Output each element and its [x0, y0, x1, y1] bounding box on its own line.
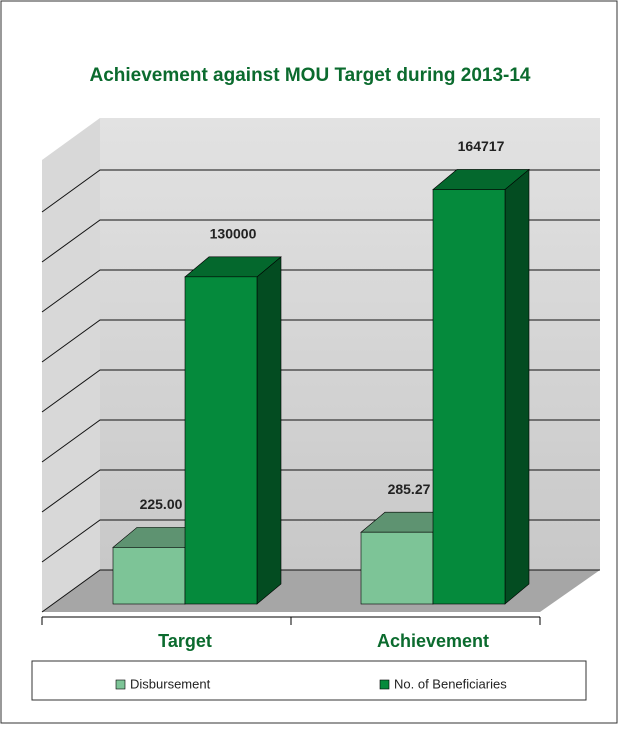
chart-title: Achievement against MOU Target during 20…: [90, 65, 531, 86]
legend-label: Disbursement: [130, 676, 211, 691]
bar: [184, 256, 282, 605]
bar-front: [360, 531, 434, 605]
bars: [112, 168, 530, 605]
data-label: 285.27: [388, 481, 431, 497]
bar-front: [432, 189, 506, 605]
legend-items: Disbursement No. of Beneficiaries: [115, 676, 507, 691]
bar: [432, 168, 530, 605]
data-label: 130000: [210, 226, 257, 242]
bar-side: [504, 168, 530, 605]
data-label: 164717: [458, 138, 505, 154]
legend-swatch: [115, 679, 126, 690]
legend-swatch: [379, 679, 390, 690]
data-label: 225.00: [140, 496, 183, 512]
grid-line: [41, 169, 600, 213]
side-wall: [42, 118, 100, 612]
bar-front: [112, 547, 186, 605]
x-tick-label: Target: [158, 631, 212, 651]
bar-front: [184, 276, 258, 605]
legend-label: No. of Beneficiaries: [394, 676, 507, 691]
bar-side: [256, 256, 282, 605]
x-tick-label: Achievement: [377, 631, 489, 651]
